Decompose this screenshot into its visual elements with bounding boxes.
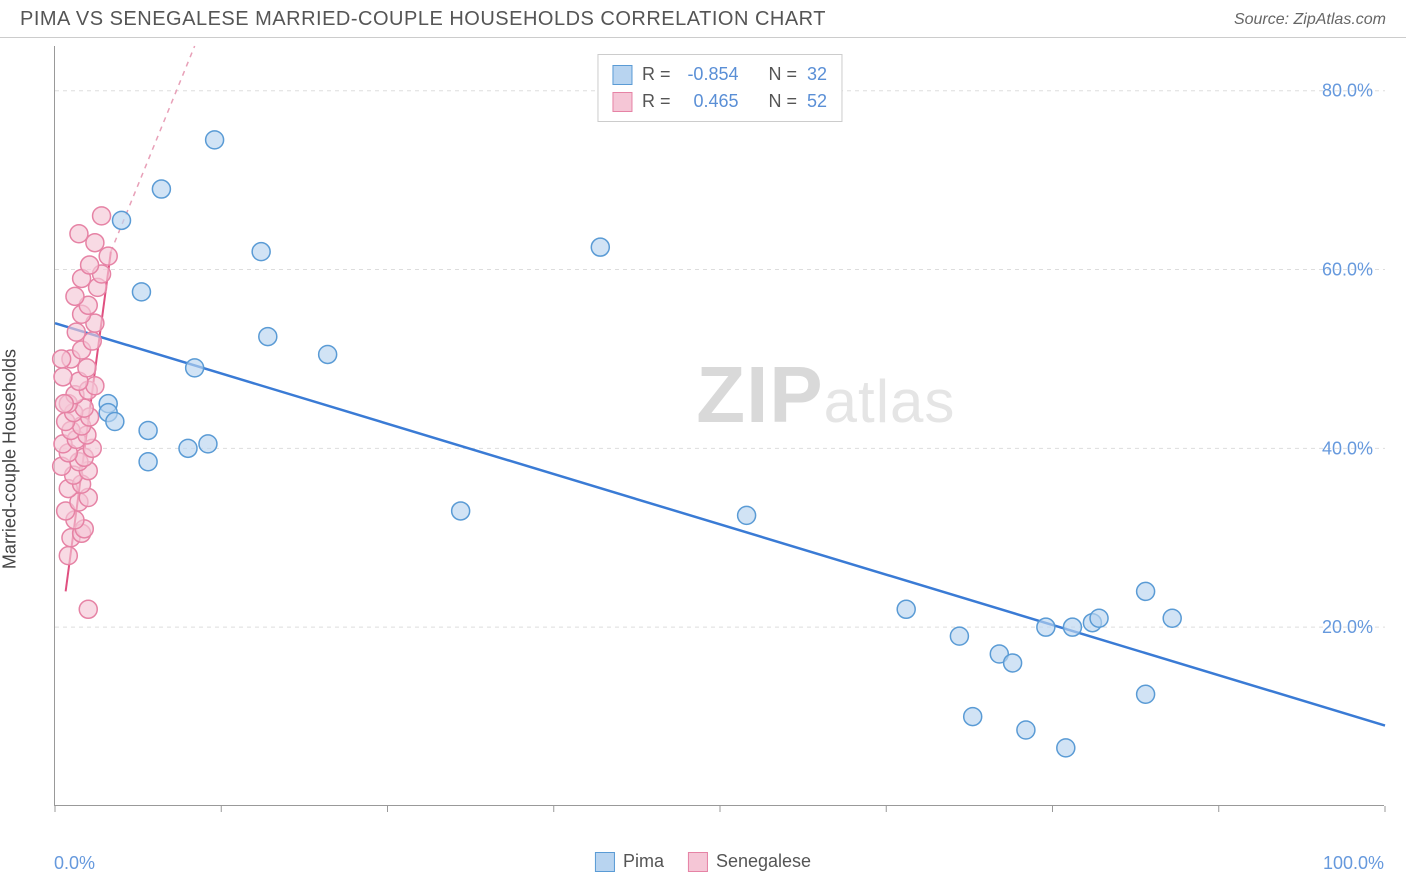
data-point-pima <box>452 502 470 520</box>
r-value: 0.465 <box>680 88 738 115</box>
data-point-senegalese <box>67 323 85 341</box>
data-point-senegalese <box>79 600 97 618</box>
y-tick-label: 20.0% <box>1322 617 1373 637</box>
x-axis-max-label: 100.0% <box>1323 853 1384 874</box>
data-point-pima <box>252 243 270 261</box>
data-point-pima <box>950 627 968 645</box>
chart-title: PIMA VS SENEGALESE MARRIED-COUPLE HOUSEH… <box>20 8 826 31</box>
n-label: N = <box>768 61 797 88</box>
data-point-senegalese <box>70 225 88 243</box>
x-axis-min-label: 0.0% <box>54 853 95 874</box>
y-axis-title: Married-couple Households <box>0 349 21 569</box>
legend-swatch <box>688 852 708 872</box>
data-point-pima <box>964 708 982 726</box>
data-point-senegalese <box>54 368 72 386</box>
data-point-senegalese <box>93 207 111 225</box>
legend-swatch <box>595 852 615 872</box>
data-point-pima <box>1137 582 1155 600</box>
n-label: N = <box>768 88 797 115</box>
data-point-pima <box>1137 685 1155 703</box>
data-point-pima <box>1017 721 1035 739</box>
data-point-pima <box>139 421 157 439</box>
r-label: R = <box>642 61 671 88</box>
n-value: 32 <box>807 61 827 88</box>
legend-row: R = 0.465 N = 52 <box>612 88 827 115</box>
y-tick-label: 60.0% <box>1322 260 1373 280</box>
correlation-legend: R = -0.854 N = 32 R = 0.465 N = 52 <box>597 54 842 122</box>
data-point-senegalese <box>99 247 117 265</box>
source-label: Source: ZipAtlas.com <box>1234 11 1386 29</box>
legend-label: Pima <box>623 851 664 872</box>
scatter-svg: 20.0% 40.0% 60.0% 80.0% <box>55 46 1384 805</box>
data-point-pima <box>1004 654 1022 672</box>
data-point-pima <box>1163 609 1181 627</box>
data-point-pima <box>897 600 915 618</box>
data-point-pima <box>319 345 337 363</box>
legend-swatch <box>612 92 632 112</box>
data-point-pima <box>206 131 224 149</box>
legend-row: R = -0.854 N = 32 <box>612 61 827 88</box>
legend-label: Senegalese <box>716 851 811 872</box>
y-tick-label: 40.0% <box>1322 438 1373 458</box>
series-legend: Pima Senegalese <box>595 851 811 872</box>
r-label: R = <box>642 88 671 115</box>
data-point-pima <box>106 413 124 431</box>
data-point-pima <box>1057 739 1075 757</box>
n-value: 52 <box>807 88 827 115</box>
data-point-pima <box>139 453 157 471</box>
data-point-senegalese <box>86 377 104 395</box>
data-point-pima <box>186 359 204 377</box>
chart-header: PIMA VS SENEGALESE MARRIED-COUPLE HOUSEH… <box>0 0 1406 38</box>
legend-item: Senegalese <box>688 851 811 872</box>
data-point-pima <box>591 238 609 256</box>
plot-area: ZIPatlas 20.0%40.0%60.0%80.0% R =-0.854N… <box>54 46 1384 806</box>
chart-container: Married-couple Households ZIPatlas 20.0%… <box>0 38 1406 880</box>
data-point-pima <box>179 439 197 457</box>
data-point-senegalese <box>53 350 71 368</box>
regression-line <box>55 323 1385 725</box>
data-point-pima <box>113 211 131 229</box>
data-point-senegalese <box>86 234 104 252</box>
data-point-senegalese <box>59 547 77 565</box>
data-point-senegalese <box>66 287 84 305</box>
legend-item: Pima <box>595 851 664 872</box>
r-value: -0.854 <box>680 61 738 88</box>
data-point-senegalese <box>78 359 96 377</box>
data-point-pima <box>259 328 277 346</box>
data-point-pima <box>199 435 217 453</box>
y-tick-label: 80.0% <box>1322 81 1373 101</box>
data-point-senegalese <box>81 256 99 274</box>
data-point-senegalese <box>55 395 73 413</box>
data-point-pima <box>1090 609 1108 627</box>
legend-swatch <box>612 65 632 85</box>
data-point-pima <box>152 180 170 198</box>
data-point-pima <box>738 506 756 524</box>
data-point-pima <box>1037 618 1055 636</box>
data-point-senegalese <box>83 332 101 350</box>
data-point-pima <box>1063 618 1081 636</box>
data-point-pima <box>132 283 150 301</box>
